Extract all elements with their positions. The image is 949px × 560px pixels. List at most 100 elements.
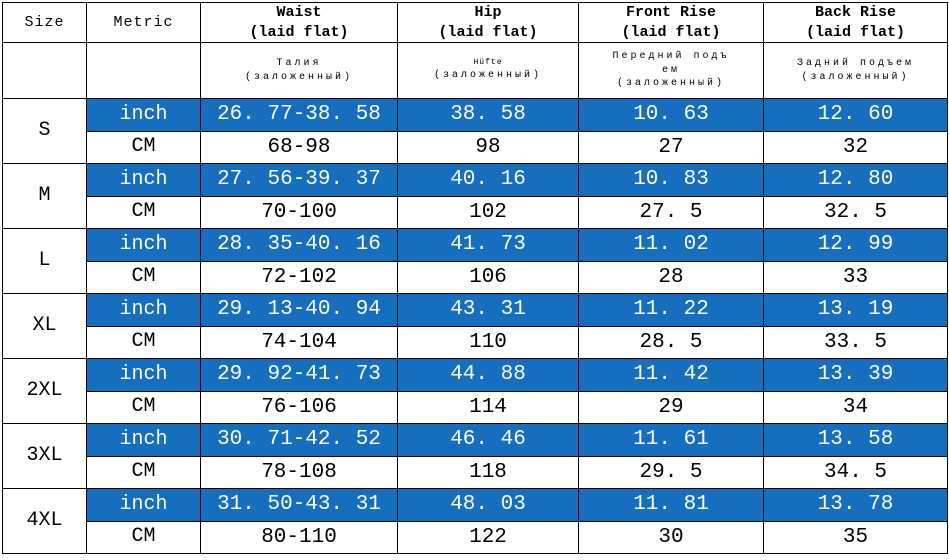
unit-cm-cell: CM xyxy=(86,390,201,424)
table-row: M inch 27. 56-39. 37 40. 16 10. 83 12. 8… xyxy=(2,163,948,229)
cell-hip-cm: 98 xyxy=(397,130,579,164)
cell-back-rise-inch: 13. 19 xyxy=(763,293,948,327)
header-waist-line2: (laid flat) xyxy=(249,23,349,41)
cell-back-rise-inch: 12. 60 xyxy=(763,98,948,132)
header-hip-sub-line: (заложенный) xyxy=(433,70,542,82)
cell-hip-inch: 40. 16 xyxy=(397,163,579,197)
cell-front-rise-cm: 30 xyxy=(578,520,764,554)
header-hip: Hip (laid flat) xyxy=(397,2,579,43)
unit-inch-cell: inch xyxy=(86,293,201,327)
cell-hip-inch: 41. 73 xyxy=(397,228,579,262)
header-waist-sub-line: Талия xyxy=(276,58,322,69)
unit-cm-cell: CM xyxy=(86,195,201,229)
cell-back-rise-inch: 13. 39 xyxy=(763,358,948,392)
header-hip-sub-line: Hüfte xyxy=(473,58,503,68)
cell-waist-inch: 29. 13-40. 94 xyxy=(200,293,398,327)
size-cell: 2XL xyxy=(2,358,87,424)
cell-front-rise-cm: 28 xyxy=(578,260,764,294)
cell-front-rise-inch: 11. 81 xyxy=(578,488,764,522)
header-waist-line1: Waist xyxy=(276,4,322,21)
cell-back-rise-inch: 13. 78 xyxy=(763,488,948,522)
cell-hip-cm: 118 xyxy=(397,455,579,489)
table-row: CM 68-98 98 27 32 xyxy=(3,130,948,164)
cell-front-rise-inch: 11. 22 xyxy=(578,293,764,327)
header-back-rise-sub: Задний подъем (заложенный) xyxy=(763,42,948,99)
table-row: CM 78-108 118 29. 5 34. 5 xyxy=(3,455,948,489)
unit-cm-cell: CM xyxy=(86,520,201,554)
cell-front-rise-cm: 29. 5 xyxy=(578,455,764,489)
unit-inch-cell: inch xyxy=(86,228,201,262)
cell-waist-cm: 68-98 xyxy=(200,130,398,164)
cell-back-rise-cm: 32 xyxy=(763,130,948,164)
unit-cm-cell: CM xyxy=(86,325,201,359)
table-row: 4XL inch 31. 50-43. 31 48. 03 11. 81 13.… xyxy=(2,488,948,554)
cell-hip-inch: 43. 31 xyxy=(397,293,579,327)
cell-waist-cm: 78-108 xyxy=(200,455,398,489)
size-cell: S xyxy=(2,98,87,164)
size-cell: M xyxy=(2,163,87,229)
size-cell: XL xyxy=(2,293,87,359)
table-row: CM 74-104 110 28. 5 33. 5 xyxy=(3,325,948,359)
cell-back-rise-cm: 34 xyxy=(763,390,948,424)
header-hip-line1: Hip xyxy=(474,4,502,21)
header-hip-sub: Hüfte (заложенный) xyxy=(397,42,579,99)
cell-waist-inch: 27. 56-39. 37 xyxy=(200,163,398,197)
header-back-rise-sub-line: (заложенный) xyxy=(801,71,910,83)
cell-hip-inch: 46. 46 xyxy=(397,423,579,457)
cell-waist-inch: 28. 35-40. 16 xyxy=(200,228,398,262)
unit-inch-cell: inch xyxy=(86,358,201,392)
header-front-rise-sub-line: ем xyxy=(661,64,680,76)
cell-waist-cm: 74-104 xyxy=(200,325,398,359)
cell-hip-cm: 114 xyxy=(397,390,579,424)
header-size-sub-empty xyxy=(2,42,87,99)
cell-front-rise-cm: 27. 5 xyxy=(578,195,764,229)
unit-cm-cell: CM xyxy=(86,455,201,489)
header-waist-sub-line: (заложенный) xyxy=(244,71,353,83)
unit-inch-cell: inch xyxy=(86,423,201,457)
cell-back-rise-inch: 13. 58 xyxy=(763,423,948,457)
cell-front-rise-inch: 11. 61 xyxy=(578,423,764,457)
unit-inch-cell: inch xyxy=(86,98,201,132)
header-front-rise-sub: Передний подъ ем (заложенный) xyxy=(578,42,764,99)
cell-hip-cm: 122 xyxy=(397,520,579,554)
cell-back-rise-cm: 35 xyxy=(763,520,948,554)
cell-hip-inch: 38. 58 xyxy=(397,98,579,132)
unit-cm-cell: CM xyxy=(86,260,201,294)
cell-hip-cm: 106 xyxy=(397,260,579,294)
cell-front-rise-inch: 11. 02 xyxy=(578,228,764,262)
unit-inch-cell: inch xyxy=(86,488,201,522)
cell-back-rise-inch: 12. 99 xyxy=(763,228,948,262)
header-metric: Metric xyxy=(86,2,201,43)
cell-front-rise-cm: 28. 5 xyxy=(578,325,764,359)
cell-back-rise-inch: 12. 80 xyxy=(763,163,948,197)
table-row: 2XL inch 29. 92-41. 73 44. 88 11. 42 13.… xyxy=(2,358,948,424)
cell-waist-cm: 72-102 xyxy=(200,260,398,294)
header-back-rise-sub-line: Задний подъем xyxy=(796,58,914,69)
header-size: Size xyxy=(2,2,87,43)
header-back-rise: Back Rise (laid flat) xyxy=(763,2,948,43)
cell-back-rise-cm: 33. 5 xyxy=(763,325,948,359)
cell-back-rise-cm: 34. 5 xyxy=(763,455,948,489)
header-waist-sub: Талия (заложенный) xyxy=(200,42,398,99)
header-row-english: Size Metric Waist (laid flat) Hip (laid … xyxy=(2,2,948,43)
unit-cm-cell: CM xyxy=(86,130,201,164)
header-back-rise-line2: (laid flat) xyxy=(805,23,906,41)
cell-waist-cm: 76-106 xyxy=(200,390,398,424)
cell-hip-cm: 102 xyxy=(397,195,579,229)
table-row: CM 70-100 102 27. 5 32. 5 xyxy=(3,195,948,229)
header-back-rise-line1: Back Rise xyxy=(814,4,896,21)
cell-hip-inch: 48. 03 xyxy=(397,488,579,522)
table-row: S inch 26. 77-38. 58 38. 58 10. 63 12. 6… xyxy=(2,98,948,164)
cell-front-rise-cm: 27 xyxy=(578,130,764,164)
header-metric-sub-empty xyxy=(86,42,201,99)
cell-waist-inch: 29. 92-41. 73 xyxy=(200,358,398,392)
table-row: XL inch 29. 13-40. 94 43. 31 11. 22 13. … xyxy=(2,293,948,359)
size-cell: 3XL xyxy=(2,423,87,489)
header-front-rise-sub-line: Передний подъ xyxy=(612,51,730,63)
cell-hip-cm: 110 xyxy=(397,325,579,359)
cell-front-rise-inch: 10. 63 xyxy=(578,98,764,132)
size-cell: 4XL xyxy=(2,488,87,554)
unit-inch-cell: inch xyxy=(86,163,201,197)
header-front-rise-sub-line: (заложенный) xyxy=(616,78,725,90)
